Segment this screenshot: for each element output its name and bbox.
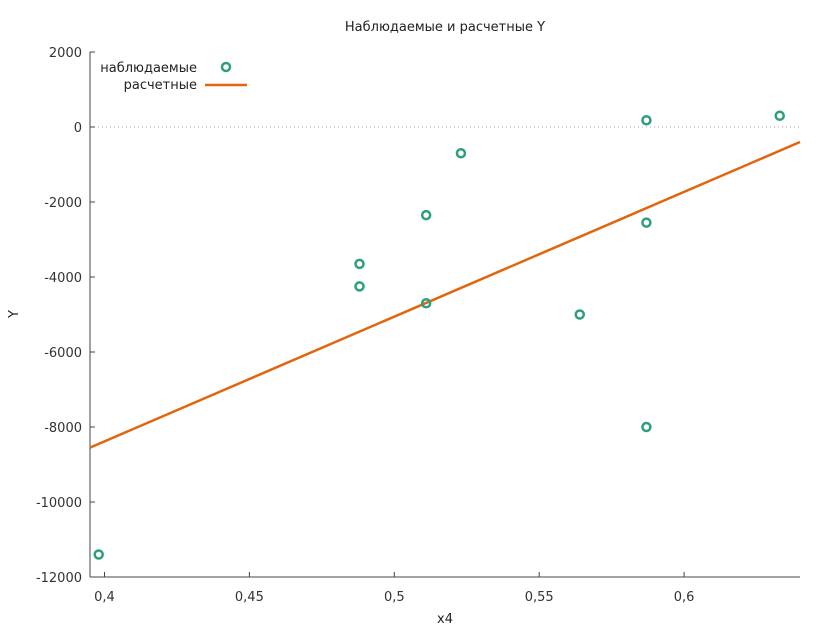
x-tick-label: 0,4	[94, 590, 115, 605]
observed-point	[641, 217, 652, 228]
axes	[89, 51, 800, 578]
y-tick-label: -2000	[44, 196, 82, 211]
x-axis-label: x4	[437, 612, 453, 627]
y-tick-label: -6000	[44, 346, 82, 361]
y-tick-labels: 2000 0 -2000 -4000 -6000 -8000 -10000 -12000	[36, 46, 82, 586]
legend: наблюдаемые расчетные	[100, 61, 247, 93]
observed-point	[641, 115, 652, 126]
observed-point	[455, 148, 467, 159]
chart-title: Наблюдаемые и расчетные Y	[345, 20, 545, 35]
x-tick-label: 0,45	[235, 590, 264, 605]
observed-point	[774, 110, 785, 121]
calculated-line	[89, 140, 801, 449]
observed-point	[420, 298, 432, 309]
observed-point	[354, 281, 365, 292]
y-tick-label: -10000	[36, 496, 82, 511]
y-tick-label: -4000	[44, 271, 82, 286]
x-tick-label: 0,6	[674, 590, 695, 605]
y-tick-label: -12000	[36, 571, 82, 586]
observed-point	[641, 421, 652, 433]
observed-point	[93, 549, 104, 560]
legend-marker-observed	[220, 61, 232, 73]
legend-label-calculated: расчетные	[124, 78, 197, 93]
observed-point	[420, 209, 432, 221]
legend-label-observed: наблюдаемые	[100, 61, 197, 76]
x-tick-labels: 0,4 0,45 0,5 0,55 0,6	[94, 590, 694, 605]
x-tick-label: 0,5	[384, 590, 405, 605]
observed-point	[574, 309, 586, 320]
x-tick-label: 0,55	[525, 590, 554, 605]
y-tick-label: 0	[74, 121, 82, 136]
observed-point	[354, 258, 365, 270]
series-layer	[89, 110, 801, 560]
y-tick-label: 2000	[49, 46, 82, 61]
y-axis-label: Y	[7, 310, 22, 319]
y-tick-label: -8000	[44, 421, 82, 436]
